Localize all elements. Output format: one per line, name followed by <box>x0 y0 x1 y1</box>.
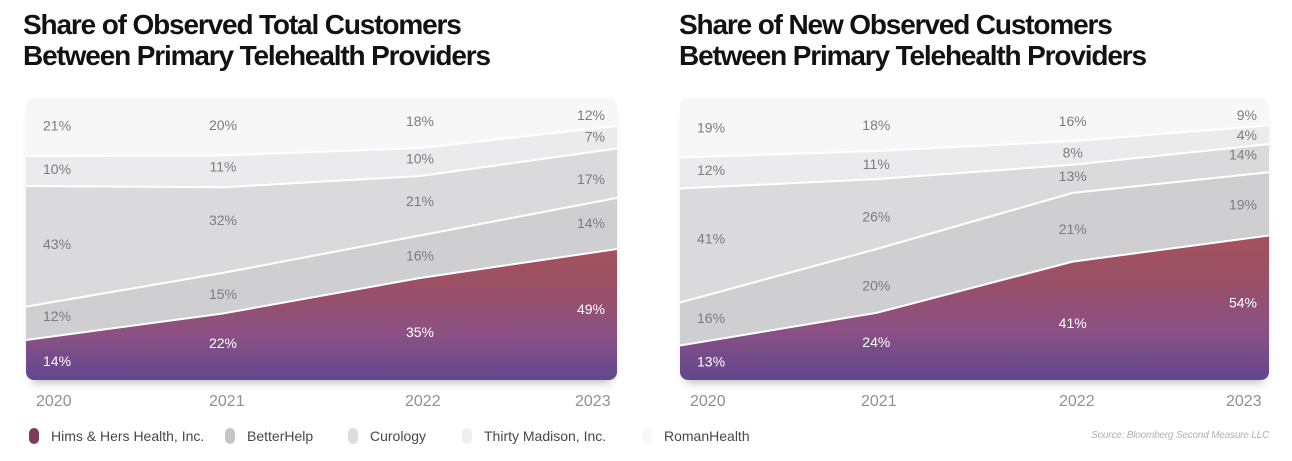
svg-text:19%: 19% <box>1229 197 1257 213</box>
svg-text:41%: 41% <box>1059 315 1087 331</box>
svg-text:24%: 24% <box>862 334 890 350</box>
svg-text:14%: 14% <box>577 215 605 231</box>
svg-text:17%: 17% <box>577 171 605 187</box>
svg-text:26%: 26% <box>862 209 890 225</box>
svg-text:21%: 21% <box>1059 221 1087 237</box>
svg-text:11%: 11% <box>210 159 237 175</box>
svg-text:21%: 21% <box>406 193 434 209</box>
svg-text:43%: 43% <box>43 236 71 252</box>
svg-text:32%: 32% <box>209 212 237 228</box>
svg-text:54%: 54% <box>1229 294 1257 310</box>
svg-text:20%: 20% <box>862 277 890 293</box>
svg-text:7%: 7% <box>585 129 605 145</box>
svg-text:12%: 12% <box>43 308 71 324</box>
svg-text:14%: 14% <box>43 353 71 369</box>
svg-text:21%: 21% <box>43 118 71 134</box>
svg-text:18%: 18% <box>862 117 890 133</box>
svg-text:14%: 14% <box>1229 147 1257 163</box>
svg-text:8%: 8% <box>1063 144 1083 160</box>
svg-text:13%: 13% <box>697 353 725 369</box>
svg-text:10%: 10% <box>43 161 71 177</box>
svg-text:12%: 12% <box>697 162 725 178</box>
svg-text:19%: 19% <box>697 119 725 135</box>
svg-text:20%: 20% <box>209 117 237 133</box>
svg-text:49%: 49% <box>577 301 605 317</box>
svg-text:11%: 11% <box>863 156 890 172</box>
svg-text:4%: 4% <box>1237 127 1257 143</box>
svg-text:15%: 15% <box>209 286 237 302</box>
svg-text:10%: 10% <box>406 151 434 167</box>
svg-text:41%: 41% <box>697 231 725 247</box>
svg-text:16%: 16% <box>406 247 434 263</box>
svg-text:16%: 16% <box>1059 113 1087 129</box>
svg-text:18%: 18% <box>406 113 434 129</box>
svg-text:9%: 9% <box>1237 107 1257 123</box>
svg-text:22%: 22% <box>209 335 237 351</box>
svg-text:13%: 13% <box>1059 168 1087 184</box>
svg-text:12%: 12% <box>577 107 605 123</box>
svg-text:16%: 16% <box>697 310 725 326</box>
svg-text:35%: 35% <box>406 324 434 340</box>
